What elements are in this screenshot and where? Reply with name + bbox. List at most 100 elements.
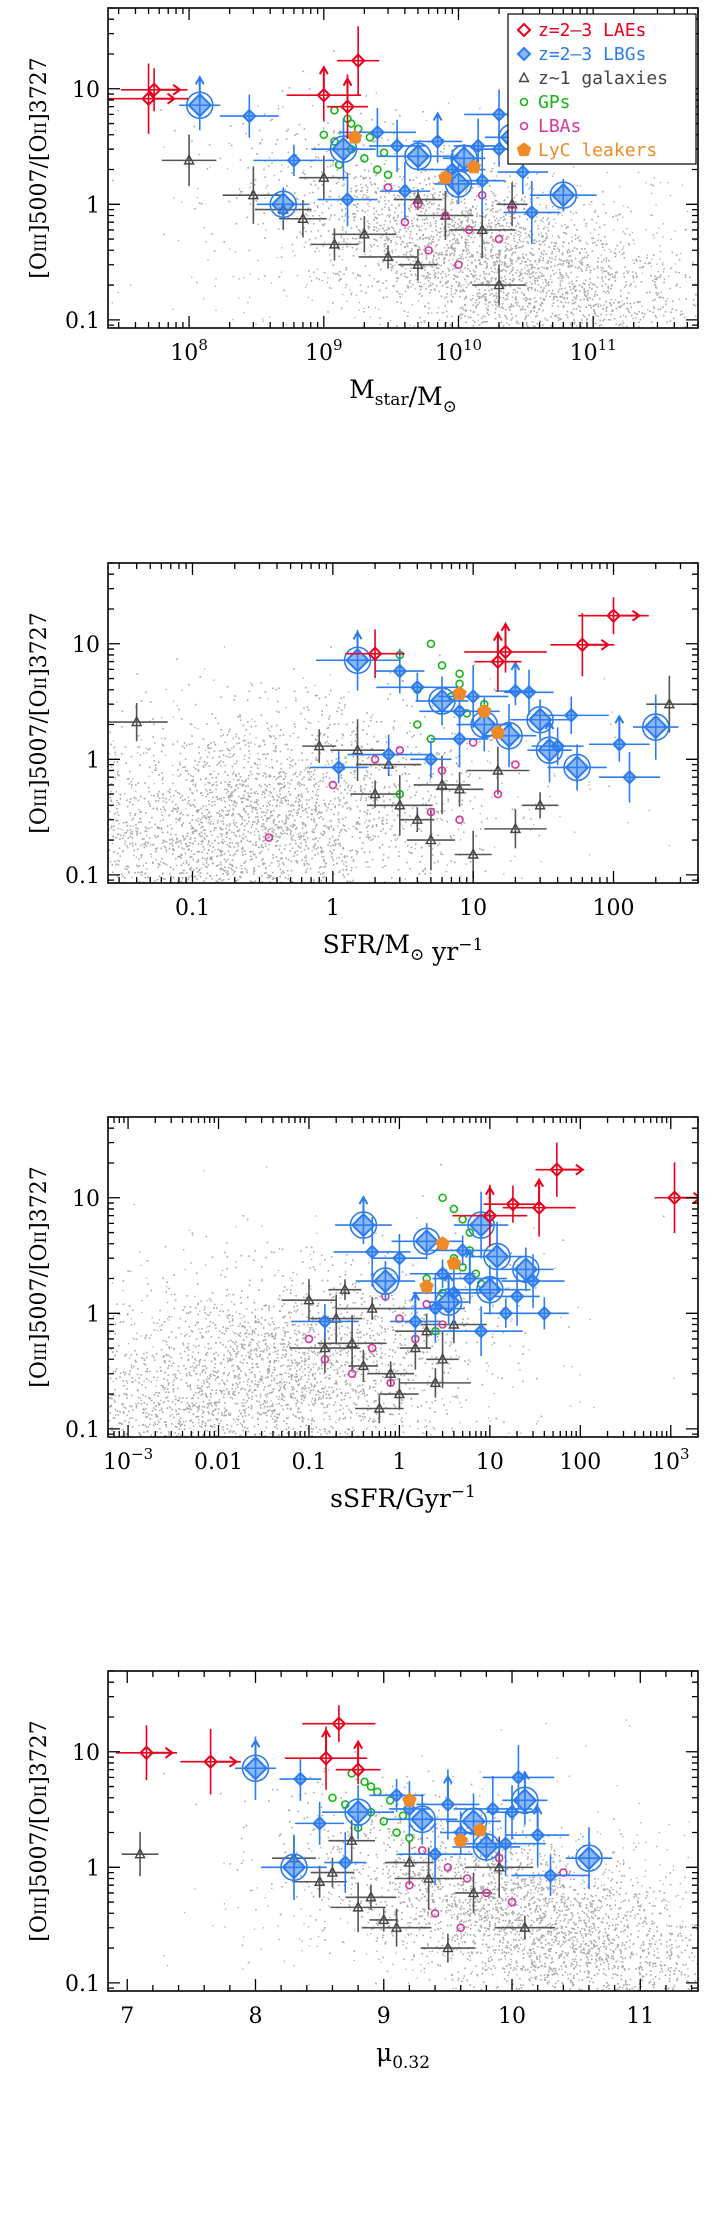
x-axis-label: SFR/M⊙ yr−1 (323, 930, 484, 966)
data-point (313, 1875, 326, 1886)
error-bar (394, 1847, 463, 1910)
data-point (183, 153, 195, 165)
y-tick-label: 1 (86, 1856, 100, 1881)
data-point (663, 697, 676, 709)
error-bar (494, 1916, 556, 1940)
data-point (319, 1341, 331, 1353)
data-point (448, 1318, 460, 1329)
limit-arrow (432, 111, 443, 136)
data-point (442, 1941, 454, 1953)
data-point-ring (428, 687, 456, 715)
data-point (438, 1193, 447, 1203)
limit-arrow (500, 621, 511, 646)
data-point (203, 1754, 219, 1770)
y-tick-label: 10 (72, 633, 100, 658)
data-point (369, 124, 385, 140)
data-point (409, 1341, 422, 1353)
data-point (331, 760, 347, 775)
error-bar (330, 719, 385, 782)
legend-marker (519, 121, 529, 131)
data-point (352, 1900, 364, 1912)
data-point (536, 1305, 552, 1321)
data-point (643, 714, 669, 740)
error-bar (350, 780, 400, 808)
data-point (437, 661, 447, 670)
legend-label: z~1 galaxies (538, 68, 668, 89)
legend-label: LyC leakers (538, 140, 657, 161)
data-point (381, 747, 397, 762)
data-point (326, 1866, 339, 1877)
plot-frame (107, 562, 699, 884)
x-tick-label: 0.1 (291, 1450, 326, 1475)
y-tick-label: 0.1 (65, 309, 100, 334)
data-point (537, 737, 562, 763)
legend-label: GPs (538, 92, 571, 113)
error-bar (358, 245, 418, 269)
data-point (454, 260, 463, 270)
error-bar (310, 228, 359, 261)
x-tick-label: 109 (305, 336, 343, 366)
x-axis-label: sSFR/Gyr−1 (330, 1482, 476, 1513)
data-point (286, 152, 302, 168)
x-axis-label: μ0.32 (376, 2038, 430, 2073)
data-point (423, 751, 439, 767)
data-point (485, 1801, 501, 1817)
data-point (531, 1200, 547, 1216)
error-bar (121, 1831, 159, 1877)
data-point (393, 1387, 406, 1399)
data-point (411, 813, 423, 824)
data-point (438, 170, 453, 184)
error-bar (299, 155, 349, 200)
error-bar (281, 1279, 337, 1322)
data-point (476, 223, 488, 235)
data-point (405, 143, 431, 169)
data-point-ring (641, 713, 670, 741)
limit-arrow (588, 638, 611, 651)
error-bar (355, 1393, 404, 1424)
error-bar (399, 1368, 471, 1398)
x-tick-label: 10 (498, 2004, 526, 2029)
data-point (402, 1792, 417, 1807)
data-point (319, 130, 329, 140)
data-point (482, 1888, 491, 1898)
data-point (379, 1817, 389, 1826)
data-point (509, 1289, 525, 1304)
data-point (435, 1236, 450, 1250)
error-bar (406, 809, 455, 871)
data-point (574, 637, 590, 653)
data-point (494, 234, 504, 244)
data-point (369, 787, 381, 799)
x-tick-label: 0.01 (194, 1450, 243, 1475)
data-point (455, 1243, 471, 1258)
data-point (389, 138, 405, 154)
data-point (139, 1745, 154, 1761)
data-point-ring (444, 170, 473, 198)
error-bar (455, 1872, 492, 1914)
data-point (398, 1811, 408, 1820)
error-bar (348, 1349, 378, 1383)
error-bar (385, 1840, 434, 1885)
data-point (413, 200, 423, 209)
data-point (345, 647, 370, 673)
limit-arrow (410, 1291, 421, 1316)
data-point (436, 1289, 462, 1315)
y-tick-label: 0.1 (65, 1418, 100, 1443)
data-point-ring (535, 736, 564, 764)
x-tick-label: 10−3 (103, 1445, 153, 1475)
data-point (351, 743, 364, 755)
data-point (462, 1271, 478, 1286)
x-tick-label: 1 (326, 896, 340, 921)
data-point-ring (343, 646, 372, 675)
data-point (331, 1716, 347, 1732)
error-bar (367, 1361, 415, 1387)
error-bar (302, 729, 337, 764)
data-point (389, 1787, 405, 1803)
x-tick-label: 10 (476, 1450, 504, 1475)
error-bar (336, 1297, 408, 1320)
x-tick-label: 9 (377, 2004, 391, 2029)
data-point (515, 164, 531, 180)
error-bar (400, 807, 435, 832)
data-point (373, 165, 382, 174)
data-point (490, 654, 506, 670)
limit-arrow (160, 83, 182, 96)
